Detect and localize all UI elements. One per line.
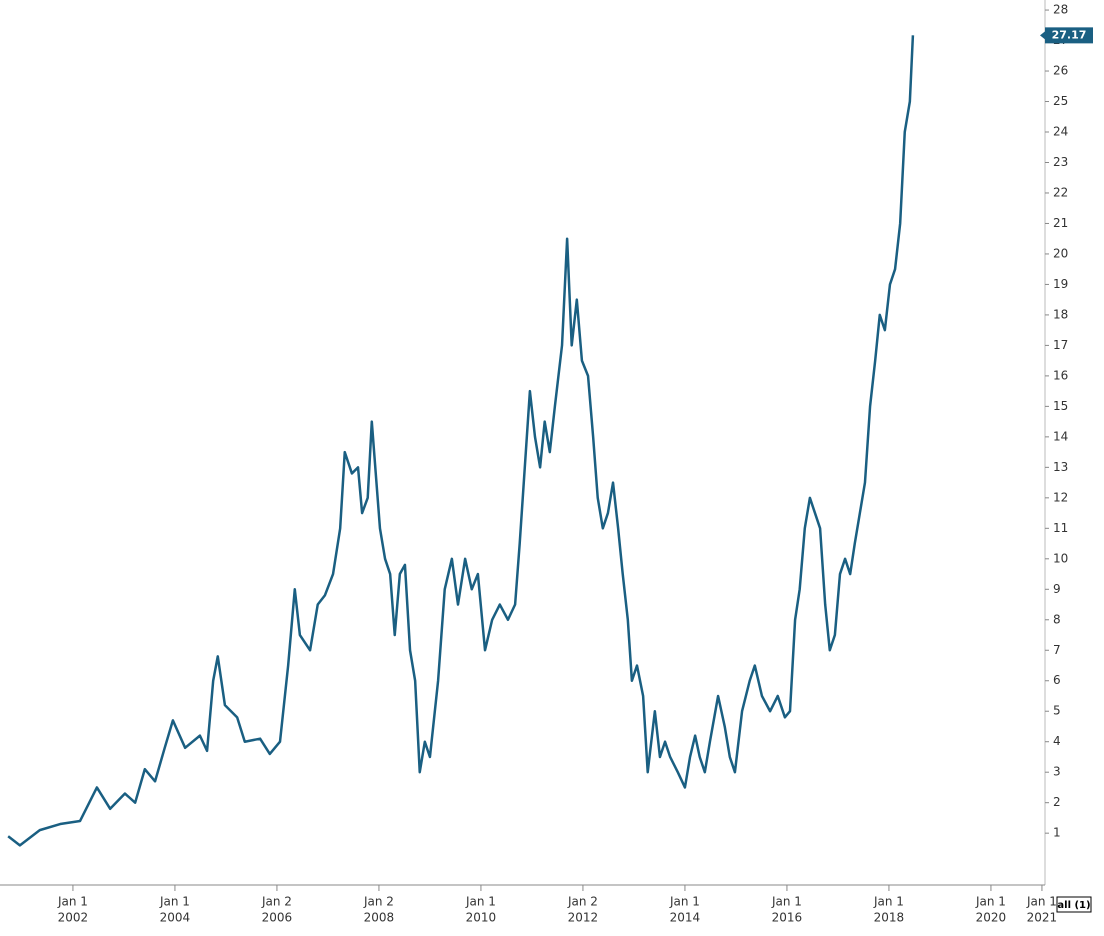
y-tick-label: 28 — [1053, 3, 1068, 17]
x-tick-label: Jan 2 — [261, 895, 292, 909]
x-tick-label: Jan 1 — [465, 895, 496, 909]
y-tick-label: 22 — [1053, 185, 1068, 199]
y-tick-label: 25 — [1053, 94, 1068, 108]
y-tick-label: 4 — [1053, 734, 1061, 748]
x-tick-label: Jan 1 — [159, 895, 190, 909]
y-tick-label: 19 — [1053, 277, 1068, 291]
y-tick-label: 10 — [1053, 551, 1068, 565]
x-tick-year: 2016 — [772, 911, 803, 925]
button-box[interactable] — [1056, 896, 1092, 913]
y-tick-label: 9 — [1053, 582, 1061, 596]
y-tick-label: 11 — [1053, 521, 1068, 535]
x-tick-year: 2006 — [262, 911, 293, 925]
x-tick-label: Jan 1 — [771, 895, 802, 909]
last-price-label: 27.17 — [1052, 28, 1087, 41]
y-tick-label: 8 — [1053, 612, 1061, 626]
y-tick-label: 16 — [1053, 368, 1068, 382]
x-tick-year: 2008 — [364, 911, 395, 925]
x-tick-year: 2010 — [466, 911, 497, 925]
y-tick-label: 14 — [1053, 429, 1068, 443]
last-price-tag — [1040, 31, 1045, 40]
y-tick-label: 26 — [1053, 64, 1068, 78]
x-tick-year: 2014 — [670, 911, 701, 925]
last-price-box — [1045, 27, 1093, 44]
y-tick-label: 23 — [1053, 155, 1068, 169]
y-tick-label: 15 — [1053, 399, 1068, 413]
y-tick-label: 18 — [1053, 307, 1068, 321]
y-tick-label: 20 — [1053, 246, 1068, 260]
button-label[interactable]: all (1) — [1057, 900, 1090, 911]
x-tick-year: 2004 — [160, 911, 191, 925]
x-tick-label: Jan 2 — [363, 895, 394, 909]
x-tick-label: Jan 1 — [669, 895, 700, 909]
x-tick-year: 2021 — [1027, 911, 1058, 925]
y-tick-label: 7 — [1053, 643, 1061, 657]
y-tick-label: 12 — [1053, 490, 1068, 504]
y-tick-label: 6 — [1053, 673, 1061, 687]
x-tick-year: 2012 — [568, 911, 599, 925]
y-tick-label: 3 — [1053, 765, 1061, 779]
x-tick-label: Jan 2 — [567, 895, 598, 909]
price-line — [7, 35, 915, 847]
x-tick-label: Jan 1 — [57, 895, 88, 909]
x-tick-label: Jan 1 — [975, 895, 1006, 909]
y-tick-label: 2 — [1053, 795, 1061, 809]
range-button[interactable]: all (1) — [1056, 896, 1092, 913]
x-tick-year: 2020 — [976, 911, 1007, 925]
y-tick-label: 13 — [1053, 460, 1068, 474]
y-tick-label: 21 — [1053, 216, 1068, 230]
y-tick-label: 5 — [1053, 704, 1061, 718]
x-tick-year: 2002 — [58, 911, 89, 925]
y-tick-label: 1 — [1053, 826, 1061, 840]
x-tick-label: Jan 1 — [1026, 895, 1057, 909]
y-tick-label: 17 — [1053, 338, 1068, 352]
x-tick-year: 2018 — [874, 911, 905, 925]
x-tick-label: Jan 1 — [873, 895, 904, 909]
y-tick-label: 24 — [1053, 125, 1068, 139]
